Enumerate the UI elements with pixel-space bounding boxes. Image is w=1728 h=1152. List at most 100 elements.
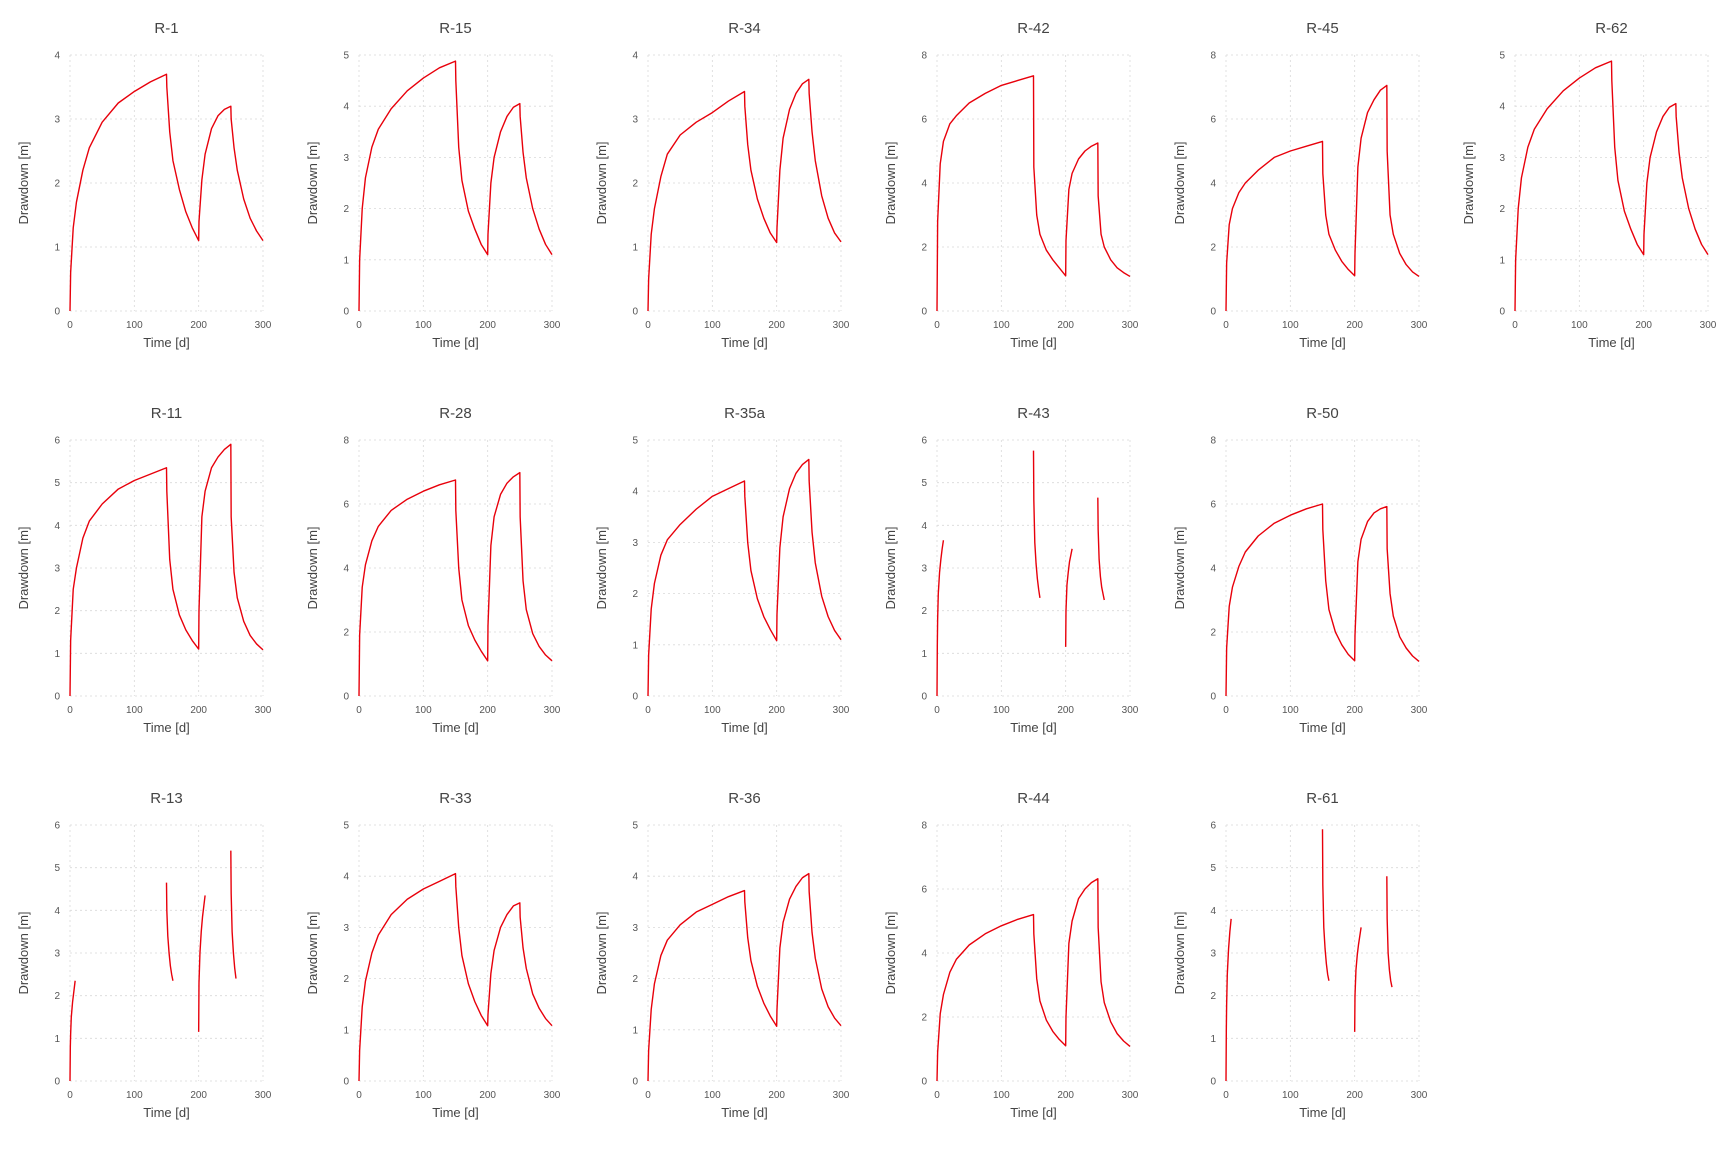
x-tick-label: 0 <box>934 1090 940 1101</box>
x-axis-label: Time [d] <box>1299 335 1345 350</box>
y-tick-label: 4 <box>1499 102 1505 113</box>
x-tick-label: 200 <box>1635 320 1652 331</box>
x-tick-label: 200 <box>1057 705 1074 716</box>
x-tick-label: 300 <box>255 320 272 331</box>
y-tick-label: 0 <box>1210 1077 1216 1088</box>
y-tick-label: 2 <box>343 628 349 639</box>
y-tick-label: 1 <box>343 255 349 266</box>
chart-title: R-13 <box>150 790 183 807</box>
series-line <box>647 78 842 312</box>
y-tick-label: 8 <box>921 821 927 832</box>
x-tick-label: 200 <box>768 705 785 716</box>
y-tick-label: 3 <box>1210 949 1216 960</box>
x-tick-label: 0 <box>645 1090 651 1101</box>
y-tick-label: 5 <box>1499 51 1505 62</box>
series-line <box>358 60 553 312</box>
x-tick-label: 100 <box>1282 705 1299 716</box>
y-tick-label: 4 <box>54 521 60 532</box>
chart-title: R-35a <box>724 405 766 422</box>
x-tick-label: 100 <box>704 320 721 331</box>
y-tick-label: 0 <box>921 692 927 703</box>
x-tick-label: 200 <box>768 320 785 331</box>
y-tick-label: 2 <box>1210 243 1216 254</box>
x-tick-label: 300 <box>255 705 272 716</box>
chart-title: R-28 <box>439 405 472 422</box>
y-tick-label: 0 <box>343 692 349 703</box>
y-tick-label: 2 <box>632 589 638 600</box>
chart-title: R-42 <box>1017 20 1050 37</box>
y-tick-label: 1 <box>54 649 60 660</box>
x-axis-label: Time [d] <box>1010 1105 1056 1120</box>
y-tick-label: 5 <box>1210 863 1216 874</box>
y-axis-label: Drawdown [m] <box>883 526 898 609</box>
y-tick-label: 5 <box>632 821 638 832</box>
series-line <box>1064 548 1073 647</box>
series-line <box>1353 927 1362 1032</box>
x-tick-label: 0 <box>645 320 651 331</box>
x-tick-label: 0 <box>356 705 362 716</box>
y-tick-label: 0 <box>343 307 349 318</box>
x-tick-label: 100 <box>126 705 143 716</box>
y-tick-label: 2 <box>343 974 349 985</box>
y-axis-label: Drawdown [m] <box>305 911 320 994</box>
x-tick-label: 300 <box>1122 320 1139 331</box>
y-tick-label: 3 <box>921 564 927 575</box>
x-tick-label: 200 <box>479 1090 496 1101</box>
y-tick-label: 2 <box>1499 204 1505 215</box>
y-tick-label: 0 <box>54 1077 60 1088</box>
y-axis-label: Drawdown [m] <box>16 911 31 994</box>
chart-title: R-62 <box>1595 20 1628 37</box>
y-tick-label: 2 <box>343 204 349 215</box>
x-tick-label: 100 <box>1282 320 1299 331</box>
series-line <box>647 458 842 697</box>
series-line <box>197 895 206 1032</box>
x-tick-label: 300 <box>1122 705 1139 716</box>
y-tick-label: 2 <box>632 179 638 190</box>
x-axis-label: Time [d] <box>721 1105 767 1120</box>
y-tick-label: 4 <box>343 872 349 883</box>
x-tick-label: 0 <box>1512 320 1518 331</box>
chart-title: R-43 <box>1017 405 1050 422</box>
chart-title: R-11 <box>151 405 182 422</box>
y-axis-label: Drawdown [m] <box>1172 911 1187 994</box>
x-tick-label: 300 <box>833 320 850 331</box>
y-axis-label: Drawdown [m] <box>1172 526 1187 609</box>
x-tick-label: 100 <box>993 1090 1010 1101</box>
y-tick-label: 3 <box>54 949 60 960</box>
x-tick-label: 0 <box>645 705 651 716</box>
y-tick-label: 4 <box>1210 179 1216 190</box>
y-tick-label: 3 <box>1499 153 1505 164</box>
y-tick-label: 0 <box>632 1077 638 1088</box>
x-tick-label: 300 <box>1411 320 1428 331</box>
y-tick-label: 1 <box>1210 1034 1216 1045</box>
y-tick-label: 2 <box>54 179 60 190</box>
x-tick-label: 0 <box>934 320 940 331</box>
x-tick-label: 300 <box>544 705 561 716</box>
x-tick-label: 200 <box>1346 705 1363 716</box>
y-tick-label: 6 <box>1210 500 1216 511</box>
y-tick-label: 8 <box>1210 51 1216 62</box>
y-tick-label: 2 <box>632 974 638 985</box>
x-tick-label: 300 <box>1700 320 1717 331</box>
x-tick-label: 100 <box>126 1090 143 1101</box>
y-tick-label: 4 <box>921 949 927 960</box>
x-tick-label: 200 <box>1057 320 1074 331</box>
y-axis-label: Drawdown [m] <box>16 141 31 224</box>
x-tick-label: 100 <box>415 1090 432 1101</box>
x-axis-label: Time [d] <box>432 335 478 350</box>
x-tick-label: 200 <box>479 320 496 331</box>
y-tick-label: 0 <box>54 692 60 703</box>
y-axis-label: Drawdown [m] <box>305 526 320 609</box>
y-tick-label: 4 <box>632 872 638 883</box>
x-tick-label: 100 <box>1571 320 1588 331</box>
y-tick-label: 3 <box>54 564 60 575</box>
x-axis-label: Time [d] <box>1299 720 1345 735</box>
x-axis-label: Time [d] <box>1010 720 1056 735</box>
y-tick-label: 2 <box>1210 991 1216 1002</box>
y-axis-label: Drawdown [m] <box>594 141 609 224</box>
y-tick-label: 0 <box>632 692 638 703</box>
x-tick-label: 200 <box>768 1090 785 1101</box>
x-tick-label: 200 <box>190 320 207 331</box>
y-tick-label: 1 <box>343 1025 349 1036</box>
